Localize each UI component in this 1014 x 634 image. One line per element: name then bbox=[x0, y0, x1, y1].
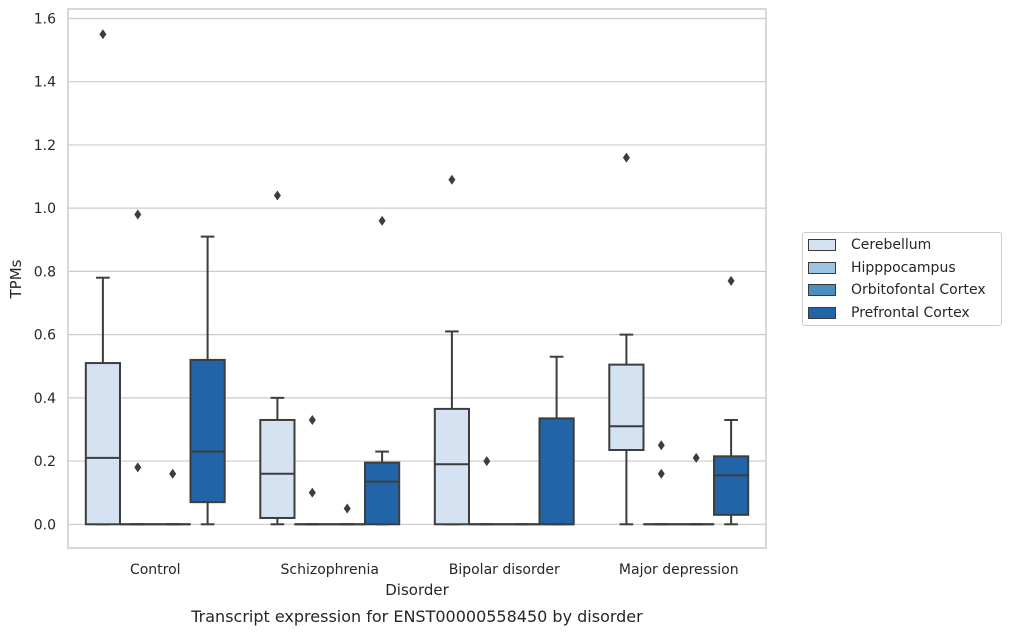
plot-boxes bbox=[84, 29, 750, 526]
x-tick-label: Schizophrenia bbox=[281, 562, 379, 578]
box-iqr bbox=[84, 362, 122, 526]
grid-lines bbox=[68, 17, 766, 525]
plot-frame bbox=[67, 8, 767, 549]
box-1-3 bbox=[363, 215, 401, 526]
box-2-3 bbox=[538, 355, 575, 526]
legend-label: Hipppocampus bbox=[851, 260, 956, 276]
outlier-point bbox=[692, 452, 700, 463]
outlier-point bbox=[308, 487, 316, 498]
box-iqr bbox=[259, 418, 296, 519]
x-tick-labels: Control Schizophrenia Bipolar disorder Majo… bbox=[130, 562, 739, 578]
y-tick-label: 1.6 bbox=[34, 11, 56, 27]
outlier-point bbox=[134, 209, 142, 220]
box-iqr bbox=[712, 455, 750, 516]
legend-item-orbitofrontal: Orbitofontal Cortex bbox=[808, 280, 986, 300]
outlier-point bbox=[622, 152, 630, 163]
legend-swatch-prefrontal bbox=[808, 307, 836, 319]
box-iqr bbox=[189, 358, 226, 504]
box-iqr bbox=[538, 417, 575, 526]
legend-swatch-hippocampus bbox=[808, 262, 836, 274]
legend-item-cerebellum: Cerebellum bbox=[808, 235, 931, 255]
outlier-point bbox=[727, 275, 735, 286]
y-tick-label: 0.2 bbox=[34, 454, 56, 470]
outlier-point bbox=[273, 190, 281, 201]
outlier-point bbox=[483, 456, 491, 467]
box-0-0 bbox=[84, 29, 122, 526]
outlier-point bbox=[308, 414, 316, 425]
outlier-point bbox=[448, 174, 456, 185]
outlier-point bbox=[134, 462, 142, 473]
x-tick-label: Bipolar disorder bbox=[449, 562, 560, 578]
legend-item-prefrontal: Prefrontal Cortex bbox=[808, 303, 970, 323]
x-tick-label: Major depression bbox=[619, 562, 739, 578]
x-tick-label: Control bbox=[130, 562, 181, 578]
outlier-point bbox=[378, 215, 386, 226]
box-1-1 bbox=[294, 414, 331, 526]
legend-swatch-cerebellum bbox=[808, 239, 836, 251]
box-3-0 bbox=[608, 152, 645, 526]
legend-label: Cerebellum bbox=[851, 237, 932, 253]
y-tick-label: 1.2 bbox=[34, 138, 56, 154]
y-tick-label: 0.4 bbox=[34, 391, 56, 407]
box-3-1 bbox=[643, 440, 680, 526]
y-tick-label: 1.0 bbox=[34, 201, 56, 217]
y-tick-label: 0.0 bbox=[34, 517, 56, 533]
outlier-point bbox=[657, 468, 665, 479]
legend-item-hippocampus: Hipppocampus bbox=[808, 258, 956, 278]
box-0-1 bbox=[119, 209, 156, 526]
legend-swatch-orbitofrontal bbox=[808, 284, 836, 296]
y-axis-label: TPMs bbox=[7, 259, 25, 299]
box-iqr bbox=[363, 461, 401, 526]
outlier-point bbox=[657, 440, 665, 451]
y-tick-label: 1.4 bbox=[34, 75, 56, 91]
chart-caption: Transcript expression for ENST0000055845… bbox=[190, 607, 643, 626]
outlier-point bbox=[343, 503, 351, 514]
box-2-0 bbox=[433, 174, 471, 526]
box-iqr bbox=[608, 363, 645, 452]
legend: Cerebellum Hipppocampus Orbitofontal Cor… bbox=[802, 232, 1002, 326]
box-iqr bbox=[433, 407, 471, 526]
box-3-3 bbox=[712, 275, 750, 526]
outlier-point bbox=[169, 468, 177, 479]
box-3-2 bbox=[678, 452, 715, 526]
box-0-3 bbox=[189, 235, 226, 526]
box-1-0 bbox=[259, 190, 296, 526]
y-tick-label: 0.6 bbox=[34, 328, 56, 344]
y-tick-label: 0.8 bbox=[34, 264, 56, 280]
legend-label: Orbitofontal Cortex bbox=[851, 282, 986, 298]
outlier-point bbox=[99, 29, 107, 40]
box-1-2 bbox=[329, 503, 366, 526]
box-0-2 bbox=[154, 468, 191, 526]
y-tick-labels: 0.0 0.2 0.4 0.6 0.8 1.0 1.2 1.4 1.6 bbox=[34, 11, 56, 533]
x-axis-label: Disorder bbox=[385, 581, 449, 599]
box-2-1 bbox=[468, 456, 505, 526]
legend-label: Prefrontal Cortex bbox=[851, 305, 970, 321]
